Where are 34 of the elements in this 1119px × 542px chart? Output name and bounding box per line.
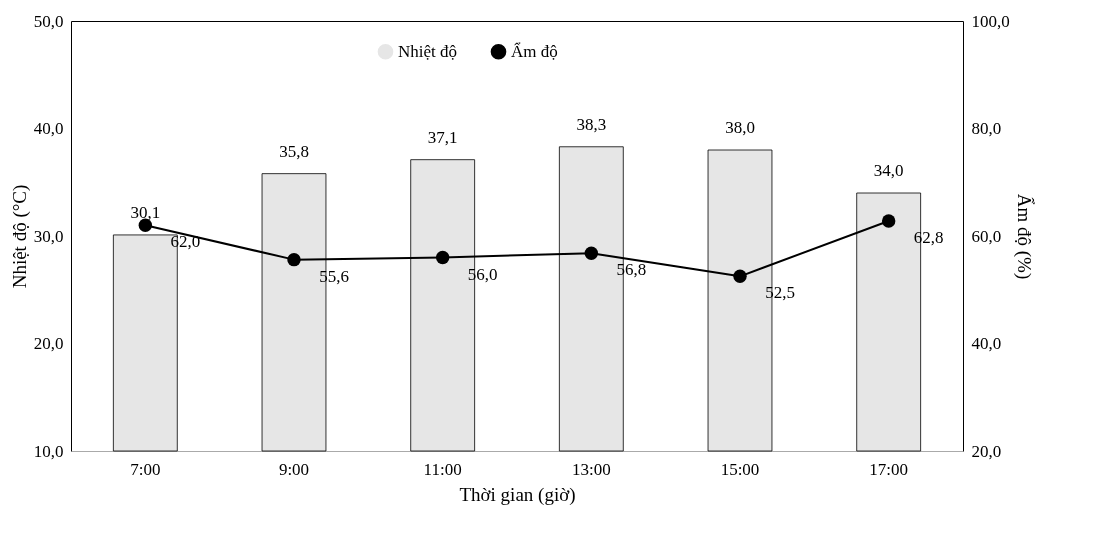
data-label: 35,8 bbox=[279, 141, 309, 161]
x-tick-label: 13:00 bbox=[571, 459, 611, 479]
y2-axis-title: Ẩm độ (%) bbox=[1012, 193, 1035, 280]
x-tick-label: 17:00 bbox=[869, 459, 909, 479]
data-label: 55,6 bbox=[319, 266, 349, 286]
x-tick-label: 15:00 bbox=[720, 459, 760, 479]
x-tick-label: 7:00 bbox=[130, 459, 161, 479]
legend-label: Ẩm độ bbox=[511, 41, 558, 61]
y-tick-label: 50,0 bbox=[33, 11, 64, 31]
data-label: 30,1 bbox=[130, 202, 161, 222]
x-axis-title: Thời gian (giờ) bbox=[459, 483, 576, 506]
data-label: 52,5 bbox=[765, 283, 795, 303]
point bbox=[881, 214, 896, 228]
point bbox=[584, 246, 599, 260]
x-tick-label: 11:00 bbox=[423, 459, 462, 479]
data-label: 38,3 bbox=[576, 114, 607, 134]
y-tick-label: 30,0 bbox=[33, 226, 64, 246]
y-tick-label: 20,0 bbox=[33, 334, 64, 353]
legend-label: Nhiệt độ bbox=[398, 41, 458, 61]
point bbox=[435, 250, 450, 265]
x-tick-label: 9:00 bbox=[278, 459, 310, 479]
data-label: 34,0 bbox=[873, 161, 904, 180]
y2-tick-label: 100,0 bbox=[971, 11, 1010, 31]
y2-tick-label: 60,0 bbox=[971, 226, 1002, 246]
y2-tick-label: 20,0 bbox=[971, 441, 1002, 461]
data-label: 38,0 bbox=[725, 118, 755, 137]
data-label: 37,1 bbox=[427, 127, 458, 147]
y-tick-label: 40,0 bbox=[33, 119, 64, 138]
y-axis-title: Nhiệt độ (°C) bbox=[8, 184, 31, 289]
point bbox=[287, 252, 301, 267]
y-tick-label: 10,0 bbox=[33, 441, 64, 461]
y2-tick-label: 40,0 bbox=[971, 334, 1002, 353]
y2-tick-label: 80,0 bbox=[971, 119, 1002, 138]
point bbox=[733, 269, 747, 284]
